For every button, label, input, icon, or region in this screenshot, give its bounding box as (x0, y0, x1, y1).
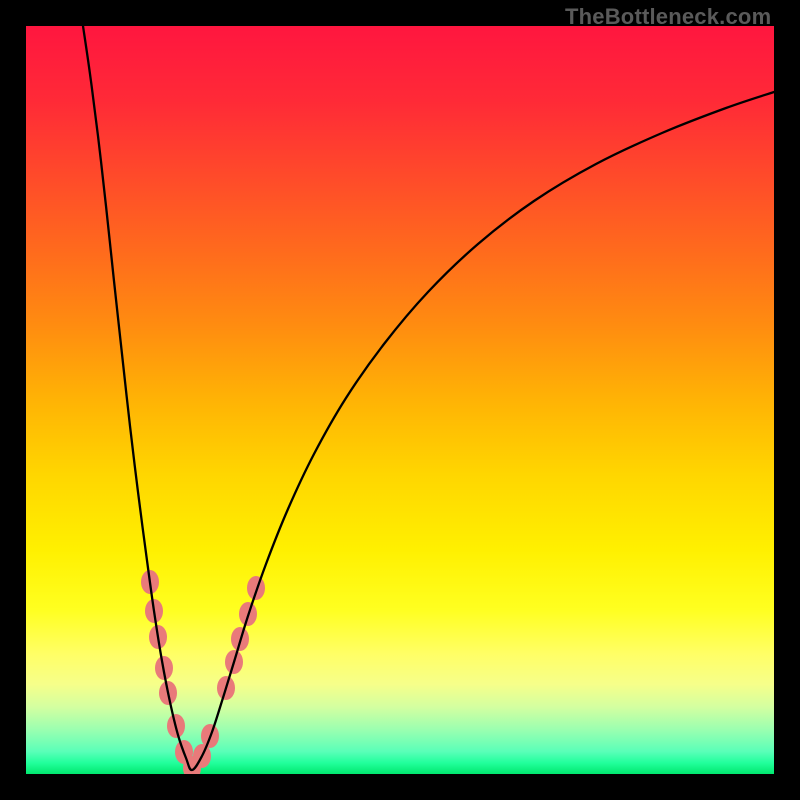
marker-dots (141, 570, 265, 774)
outer-frame: TheBottleneck.com (0, 0, 800, 800)
watermark-text: TheBottleneck.com (565, 4, 771, 30)
curve-layer (26, 26, 774, 774)
plot-area (26, 26, 774, 774)
bottleneck-curve (83, 26, 774, 770)
marker-dot (247, 576, 265, 600)
